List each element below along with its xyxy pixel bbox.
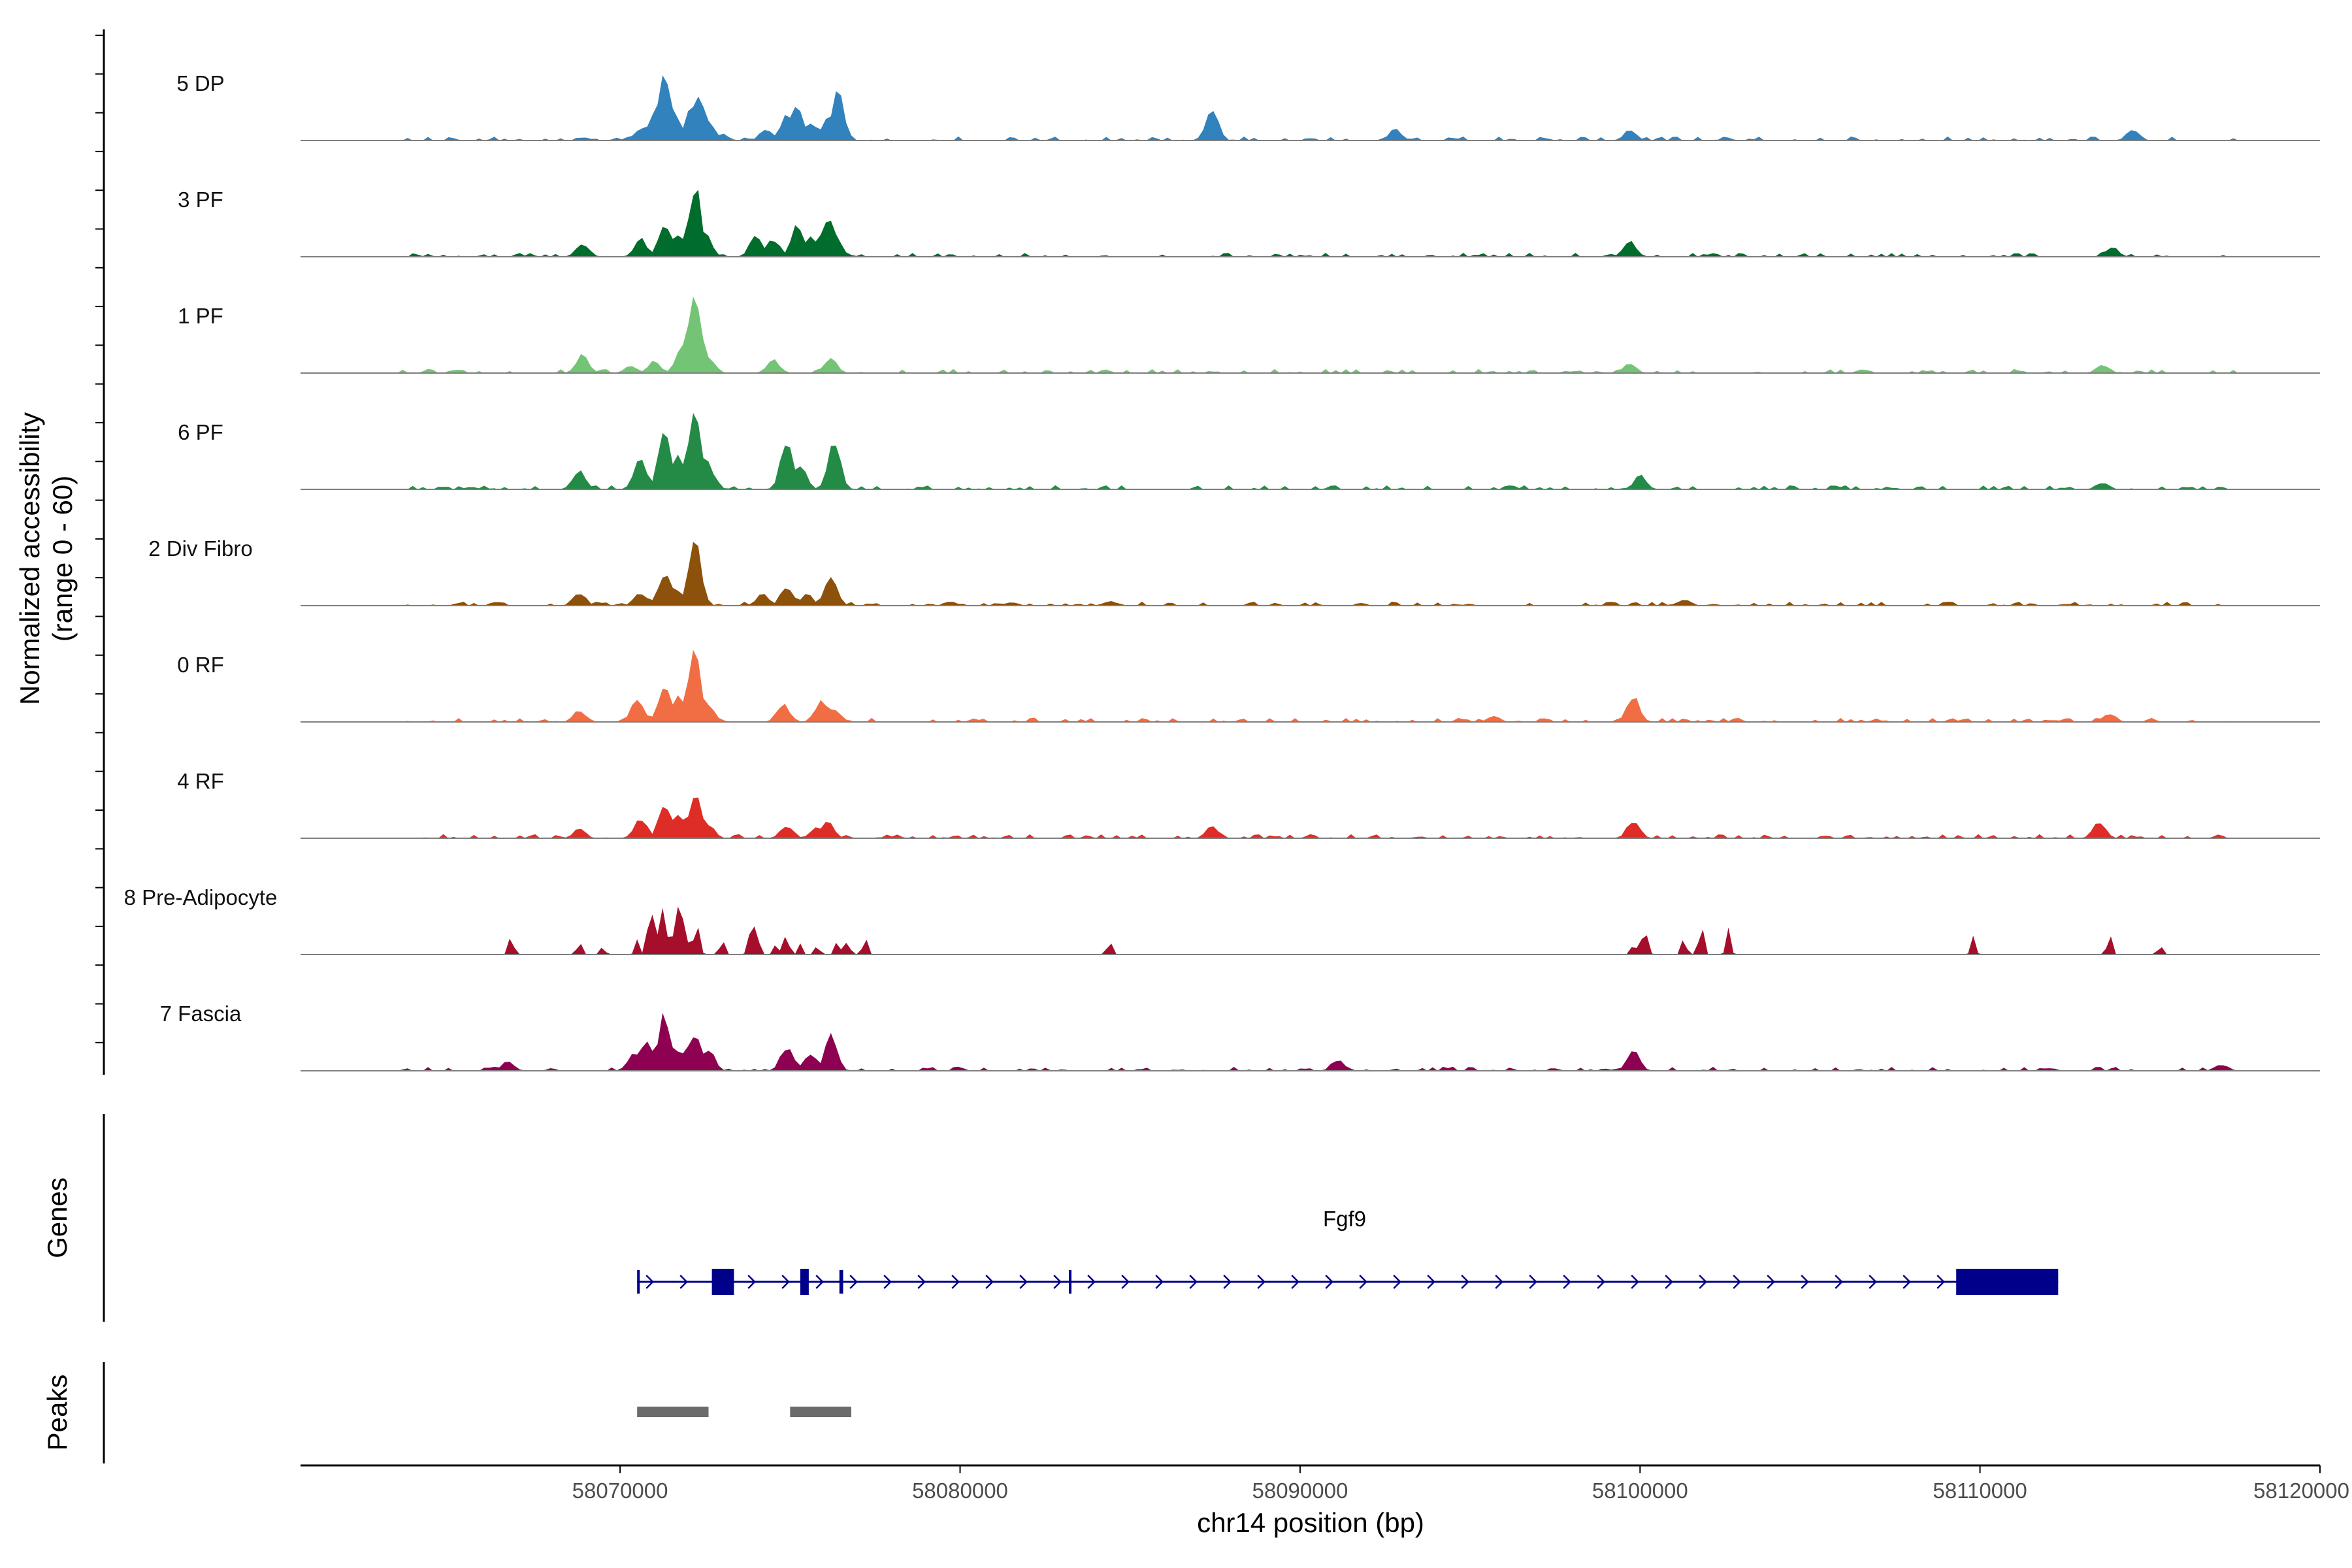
x-tick-label-0: 58070000 — [572, 1478, 668, 1503]
strand-chevron-27 — [1563, 1275, 1571, 1289]
track-label-7-fascia: 7 Fascia — [160, 1002, 242, 1026]
track-label-4-rf: 4 RF — [177, 769, 224, 793]
gene-exon-5 — [1956, 1269, 2059, 1295]
x-axis: 58070000 58080000 58090000 58100000 58110000… — [301, 1464, 2349, 1503]
track-4-rf: 4 RF — [177, 769, 2320, 839]
strand-chevron-9 — [951, 1275, 960, 1289]
strand-chevron-25 — [1495, 1275, 1503, 1289]
gene-exon-3 — [839, 1270, 843, 1294]
gene-exon-2 — [800, 1269, 809, 1295]
coverage-area-7-fascia — [301, 1013, 2320, 1071]
x-axis-title: chr14 position (bp) — [1197, 1507, 1424, 1538]
track-label-0-rf: 0 RF — [177, 653, 224, 677]
track-7-fascia: 7 Fascia — [160, 1002, 2320, 1071]
strand-chevron-24 — [1461, 1275, 1469, 1289]
strand-chevron-20 — [1325, 1275, 1333, 1289]
peaks-track: Peaks — [42, 1362, 851, 1463]
strand-chevron-32 — [1733, 1275, 1741, 1289]
strand-chevron-29 — [1631, 1275, 1639, 1289]
coverage-area-4-rf — [301, 797, 2320, 838]
gene-label-fgf9: Fgf9 — [1323, 1207, 1366, 1231]
track-label-6-pf: 6 PF — [178, 420, 223, 444]
x-tick-label-3: 58100000 — [1592, 1478, 1688, 1503]
strand-chevron-33 — [1767, 1275, 1775, 1289]
x-tick-label-4: 58110000 — [1933, 1478, 2027, 1503]
strand-chevron-30 — [1665, 1275, 1673, 1289]
strand-chevron-8 — [917, 1275, 926, 1289]
strand-chevron-17 — [1223, 1275, 1232, 1289]
strand-chevron-1 — [679, 1275, 688, 1289]
strand-chevron-15 — [1155, 1275, 1164, 1289]
strand-chevron-19 — [1291, 1275, 1299, 1289]
coverage-area-1-pf — [301, 297, 2320, 373]
strand-chevron-37 — [1903, 1275, 1911, 1289]
strand-chevron-7 — [883, 1275, 892, 1289]
strand-chevron-21 — [1359, 1275, 1367, 1289]
strand-chevron-38 — [1936, 1275, 1945, 1289]
gene-exon-0 — [637, 1270, 640, 1294]
coverage-y-axis — [95, 29, 105, 1075]
strand-chevron-5 — [815, 1275, 824, 1289]
peak-region-0 — [637, 1407, 709, 1417]
strand-chevron-26 — [1529, 1275, 1537, 1289]
y-axis-title-line-1: Normalized accessibility — [14, 412, 45, 705]
strand-chevron-3 — [747, 1275, 756, 1289]
track-label-8-pre-adipocyte: 8 Pre-Adipocyte — [124, 885, 278, 909]
x-tick-label-1: 58080000 — [912, 1478, 1008, 1503]
strand-chevron-13 — [1087, 1275, 1096, 1289]
coverage-area-3-pf — [301, 189, 2320, 257]
track-0-rf: 0 RF — [177, 649, 2320, 723]
track-5-dp: 5 DP — [176, 71, 2320, 141]
strand-chevron-28 — [1597, 1275, 1605, 1289]
coverage-area-8-pre-adipocyte — [301, 906, 2320, 955]
track-label-2-div-fibro: 2 Div Fibro — [148, 536, 253, 561]
coverage-tracks: 5 DP 3 PF 1 PF 6 PF 2 Div Fibro 0 RF 4 RF 8 Pre… — [124, 71, 2320, 1071]
strand-chevron-35 — [1835, 1275, 1843, 1289]
strand-chevron-4 — [781, 1275, 790, 1289]
peak-regions — [637, 1407, 851, 1417]
track-1-pf: 1 PF — [178, 297, 2320, 374]
strand-chevron-18 — [1257, 1275, 1266, 1289]
strand-chevron-22 — [1393, 1275, 1401, 1289]
gene-model-fgf9 — [637, 1269, 2059, 1295]
strand-chevron-11 — [1019, 1275, 1028, 1289]
y-axis-title-line-2: (range 0 - 60) — [47, 476, 78, 642]
strand-chevron-6 — [849, 1275, 858, 1289]
gene-exon-1 — [711, 1269, 734, 1295]
track-6-pf: 6 PF — [178, 413, 2320, 490]
genes-track-title: Genes — [42, 1177, 73, 1258]
peak-region-1 — [790, 1407, 851, 1417]
peaks-track-title: Peaks — [42, 1375, 73, 1451]
track-3-pf: 3 PF — [178, 188, 2320, 257]
track-2-div-fibro: 2 Div Fibro — [148, 536, 2320, 606]
strand-chevron-12 — [1053, 1275, 1062, 1289]
track-label-3-pf: 3 PF — [178, 188, 223, 212]
strand-chevron-10 — [985, 1275, 994, 1289]
genes-track: Genes Fgf9 — [42, 1114, 2059, 1322]
strand-chevron-0 — [645, 1275, 654, 1289]
coverage-area-5-dp — [301, 75, 2320, 140]
strand-chevron-16 — [1189, 1275, 1198, 1289]
coverage-area-6-pf — [301, 413, 2320, 489]
track-label-1-pf: 1 PF — [178, 304, 223, 328]
track-8-pre-adipocyte: 8 Pre-Adipocyte — [124, 885, 2320, 955]
gene-exon-4 — [1069, 1270, 1071, 1294]
track-label-5-dp: 5 DP — [176, 71, 224, 95]
strand-chevron-31 — [1699, 1275, 1707, 1289]
coverage-area-0-rf — [301, 649, 2320, 722]
strand-chevron-36 — [1869, 1275, 1877, 1289]
strand-chevron-23 — [1427, 1275, 1435, 1289]
coverage-area-2-div-fibro — [301, 542, 2320, 606]
x-tick-label-2: 58090000 — [1252, 1478, 1348, 1503]
strand-chevron-34 — [1801, 1275, 1809, 1289]
strand-chevron-14 — [1121, 1275, 1130, 1289]
x-tick-label-5: 58120000 — [2253, 1478, 2349, 1503]
